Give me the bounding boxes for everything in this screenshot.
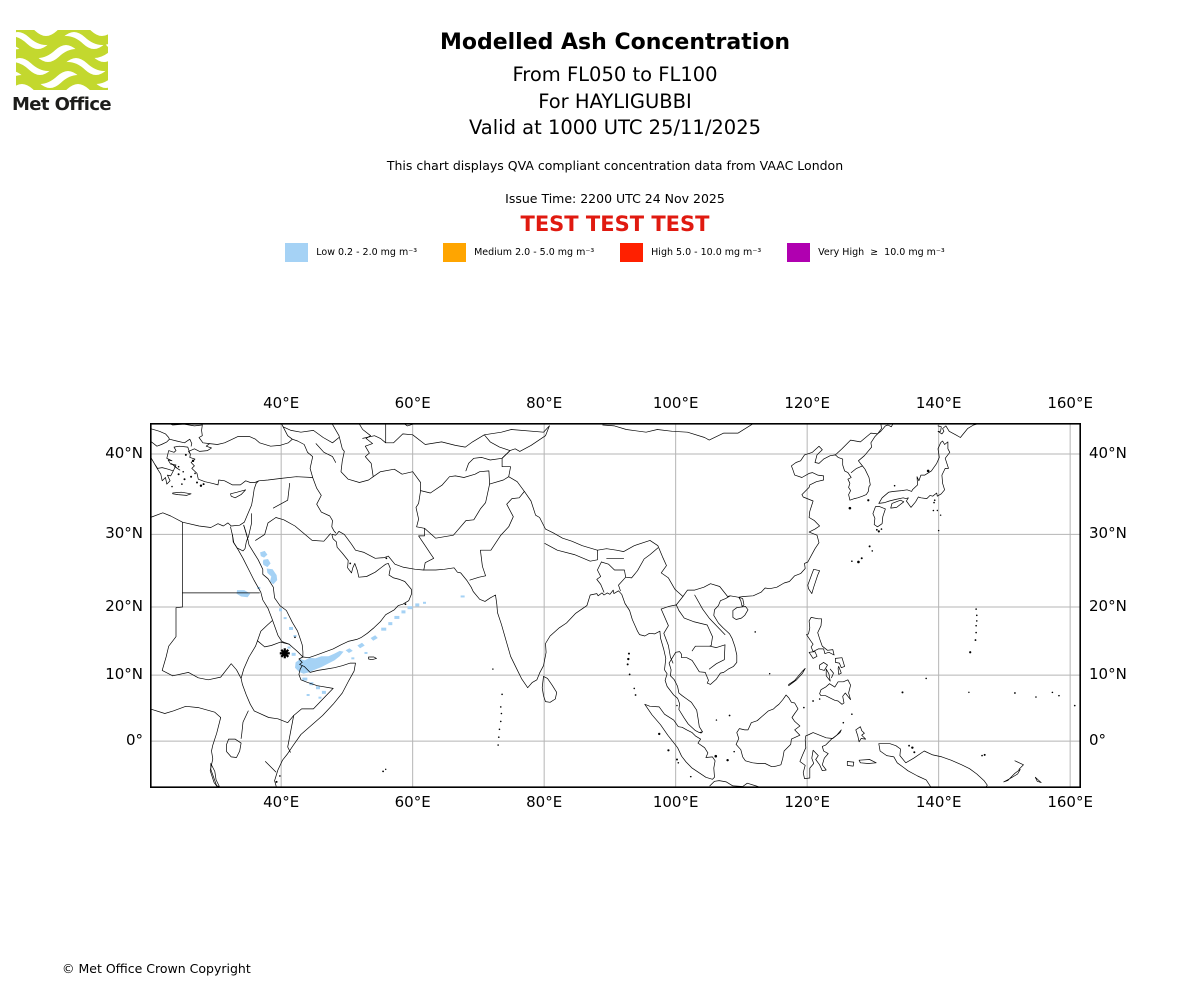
lat-tick-label-left: 10°N	[105, 665, 143, 684]
lat-tick-label-right: 40°N	[1089, 444, 1127, 462]
legend-item-medium: Medium 2.0 - 5.0 mg m⁻³	[443, 243, 594, 262]
lon-tick-label-bottom: 140°E	[915, 793, 962, 811]
page-title: Modelled Ash Concentration	[439, 30, 791, 55]
legend-swatch-very_high	[787, 243, 811, 262]
lon-tick-label-top: 40°E	[263, 394, 300, 412]
legend-label-very_high: Very High ≥ 10.0 mg m⁻³	[818, 247, 945, 258]
lon-tick-label-top: 80°E	[526, 394, 563, 412]
legend-item-very_high: Very High ≥ 10.0 mg m⁻³	[787, 243, 945, 262]
ash-map	[149, 422, 1082, 789]
lat-tick-label-right: 30°N	[1089, 524, 1127, 543]
lon-tick-label-top: 140°E	[915, 394, 962, 412]
lon-tick-label-top: 60°E	[394, 394, 431, 412]
legend-swatch-high	[620, 243, 644, 262]
lon-tick-label-bottom: 80°E	[526, 793, 563, 811]
lat-tick-label-left: 40°N	[105, 444, 143, 462]
legend-label-medium: Medium 2.0 - 5.0 mg m⁻³	[474, 247, 595, 258]
lat-tick-label-right: 20°N	[1089, 596, 1127, 615]
lon-tick-label-top: 100°E	[652, 394, 699, 412]
subtitle-volcano: For HAYLIGUBBI	[538, 90, 692, 113]
lat-tick-label-left: 30°N	[105, 524, 143, 543]
lon-tick-label-bottom: 160°E	[1047, 793, 1093, 811]
lon-tick-label-bottom: 40°E	[263, 793, 300, 811]
met-office-logo-text: Met Office	[12, 94, 112, 115]
lon-tick-label-bottom: 100°E	[652, 793, 699, 811]
legend-label-low: Low 0.2 - 2.0 mg m⁻³	[316, 247, 418, 258]
legend-label-high: High 5.0 - 10.0 mg m⁻³	[651, 247, 762, 258]
lat-tick-label-right: 10°N	[1089, 665, 1127, 684]
copyright-text: © Met Office Crown Copyright	[62, 961, 251, 976]
legend-item-low: Low 0.2 - 2.0 mg m⁻³	[285, 243, 417, 262]
met-office-logo	[12, 26, 112, 126]
qva-note: This chart displays QVA compliant concen…	[386, 158, 844, 173]
concentration-legend: Low 0.2 - 2.0 mg m⁻³ Medium 2.0 - 5.0 mg …	[30, 243, 1200, 262]
lat-tick-label-left: 20°N	[105, 596, 143, 615]
lat-tick-label-right: 0°	[1089, 731, 1107, 750]
subtitle-flight-levels: From FL050 to FL100	[512, 63, 718, 86]
met-office-waves-icon	[16, 30, 108, 90]
subtitle-valid-time: Valid at 1000 UTC 25/11/2025	[468, 116, 762, 139]
lon-tick-label-top: 160°E	[1047, 394, 1093, 412]
lon-tick-label-top: 120°E	[784, 394, 830, 412]
legend-swatch-medium	[443, 243, 467, 262]
legend-item-high: High 5.0 - 10.0 mg m⁻³	[620, 243, 761, 262]
volcano-marker-icon	[279, 648, 290, 659]
test-banner: TEST TEST TEST	[520, 212, 710, 236]
issue-time: Issue Time: 2200 UTC 24 Nov 2025	[505, 191, 725, 206]
map-area	[149, 422, 1082, 789]
lat-tick-label-left: 0°	[125, 731, 143, 750]
legend-swatch-low	[285, 243, 309, 262]
lon-tick-label-bottom: 120°E	[784, 793, 830, 811]
lon-tick-label-bottom: 60°E	[394, 793, 431, 811]
